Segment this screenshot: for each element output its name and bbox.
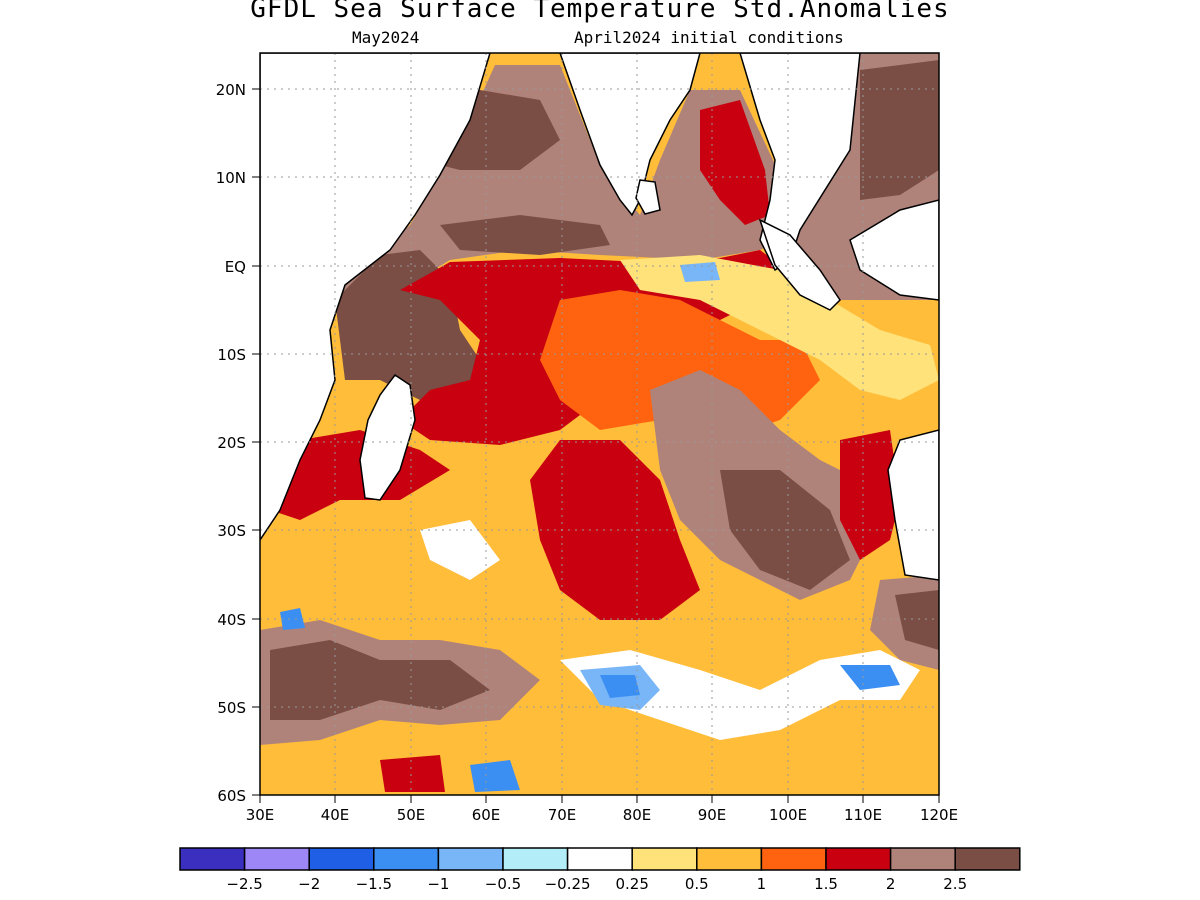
land-sumatra [758,218,841,311]
lat-label: 10N [216,169,246,187]
lon-labels: 30E 40E 50E 60E 70E 80E 90E 100E 110E 12… [246,806,958,824]
land-southeast-asia [739,53,861,272]
colorbar-swatch [566,847,633,871]
colorbar-label: −2.5 [226,875,262,893]
lat-label: 30S [217,522,246,540]
lat-label: 20S [217,434,246,452]
colorbar-label: 2 [886,875,896,893]
anomaly-region-south-blue [600,675,640,698]
lat-tick-marks [252,88,260,796]
lon-tick-marks [259,795,940,803]
lat-label: 40S [217,611,246,629]
colorbar-swatch [825,847,892,871]
colorbar-swatch [373,847,440,871]
colorbar-swatch [954,847,1021,871]
colorbar-swatch [308,847,375,871]
colorbar-label: 2.5 [943,875,967,893]
anomaly-region-southern-dark [895,590,939,650]
anomaly-region-bay-red [700,100,770,225]
colorbar-swatch [631,847,698,871]
map-frame [259,52,940,796]
lon-label: 30E [246,806,275,824]
gridlines [260,53,939,795]
colorbar-label: −1.5 [356,875,392,893]
land-borneo-java [849,199,939,301]
subtitle-initial-conditions: April2024 initial conditions [574,28,844,47]
colorbar-swatch [243,847,310,871]
lon-label: 50E [397,806,426,824]
land-madagascar [359,373,416,501]
colorbar-swatch [889,847,956,871]
colorbar-label: −2 [298,875,320,893]
lat-label: 20N [216,81,246,99]
colorbar-label: 0.5 [685,875,709,893]
colorbar-swatch [760,847,827,871]
map-title: GFDL Sea Surface Temperature Std.Anomali… [250,0,950,24]
anomaly-region-south-white [560,650,920,740]
colorbar-label: 1.5 [814,875,838,893]
land-australia [887,429,939,581]
lat-label: 10S [217,346,246,364]
anomaly-region-southwest-dark [270,640,490,720]
colorbar: −2.5 −2 −1.5 −1 −0.5 −0.25 0.25 0.5 1 1.5 2 2.5 [179,847,1021,893]
anomaly-region-west-blue [280,608,305,630]
colorbar-label: 1 [757,875,767,893]
lat-label: 60S [217,787,246,805]
colorbar-swatch [696,847,763,871]
anomaly-region-east-blue [840,665,900,690]
colorbar-label: 0.25 [615,875,648,893]
anomaly-region-east-dark [860,60,939,200]
lon-label: 60E [472,806,501,824]
colorbar-swatch [502,847,569,871]
anomaly-region-white-patch [420,520,500,580]
colorbar-label: −1 [427,875,449,893]
lon-label: 80E [623,806,652,824]
anomaly-region-bottom-red [380,755,445,792]
subtitle-forecast-month: May2024 [352,28,420,47]
anomaly-field [260,53,939,795]
lon-label: 70E [548,806,577,824]
lon-label: 120E [920,806,958,824]
lat-label: EQ [225,258,246,276]
anomaly-region-equatorial-dark [440,215,610,255]
anomaly-region-australia-red [840,430,900,560]
lat-label: 50S [217,699,246,717]
lat-labels: 20N 10N EQ 10S 20S 30S 40S 50S 60S [216,81,246,805]
anomaly-region-bottom-blue [470,760,520,792]
anomaly-region-red-south [530,440,700,620]
colorbar-label: −0.5 [485,875,521,893]
colorbar-label: −0.25 [545,875,591,893]
lon-label: 90E [698,806,727,824]
colorbar-swatch [437,847,504,871]
anomaly-region-equator-cool [680,262,720,282]
anomaly-region-eastern-yellow [620,255,939,400]
lon-label: 110E [844,806,882,824]
lon-label: 40E [321,806,350,824]
colorbar-swatch [179,847,246,871]
lon-label: 100E [769,806,807,824]
land-masses [260,53,939,581]
land-africa-arabia [260,53,491,542]
